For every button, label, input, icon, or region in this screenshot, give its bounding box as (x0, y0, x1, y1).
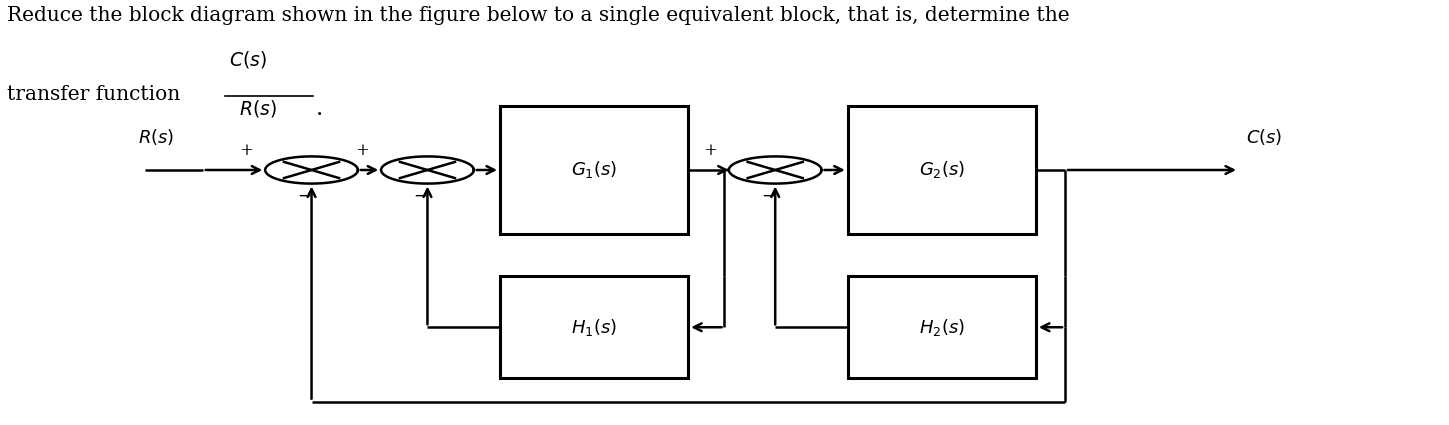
Text: +: + (355, 142, 369, 159)
Bar (500, 276, 688, 378)
Text: +: + (239, 142, 254, 159)
Text: transfer function: transfer function (7, 85, 181, 104)
Text: $R(s)$: $R(s)$ (138, 127, 174, 147)
Text: +: + (703, 142, 717, 159)
Text: −: − (413, 188, 427, 205)
Text: −: − (761, 188, 775, 205)
Text: $H_1(s)$: $H_1(s)$ (571, 317, 617, 338)
Text: $C(s)$: $C(s)$ (229, 49, 267, 70)
Text: .: . (316, 98, 323, 120)
Bar (848, 276, 1036, 378)
Text: $C(s)$: $C(s)$ (1246, 127, 1282, 147)
Text: −: − (297, 188, 312, 205)
Text: $G_2(s)$: $G_2(s)$ (919, 159, 965, 181)
Bar (848, 106, 1036, 234)
Text: $G_1(s)$: $G_1(s)$ (571, 159, 617, 181)
Bar (500, 106, 688, 234)
Text: $R(s)$: $R(s)$ (239, 98, 277, 119)
Text: $H_2(s)$: $H_2(s)$ (919, 317, 965, 338)
Text: Reduce the block diagram shown in the figure below to a single equivalent block,: Reduce the block diagram shown in the fi… (7, 6, 1069, 26)
